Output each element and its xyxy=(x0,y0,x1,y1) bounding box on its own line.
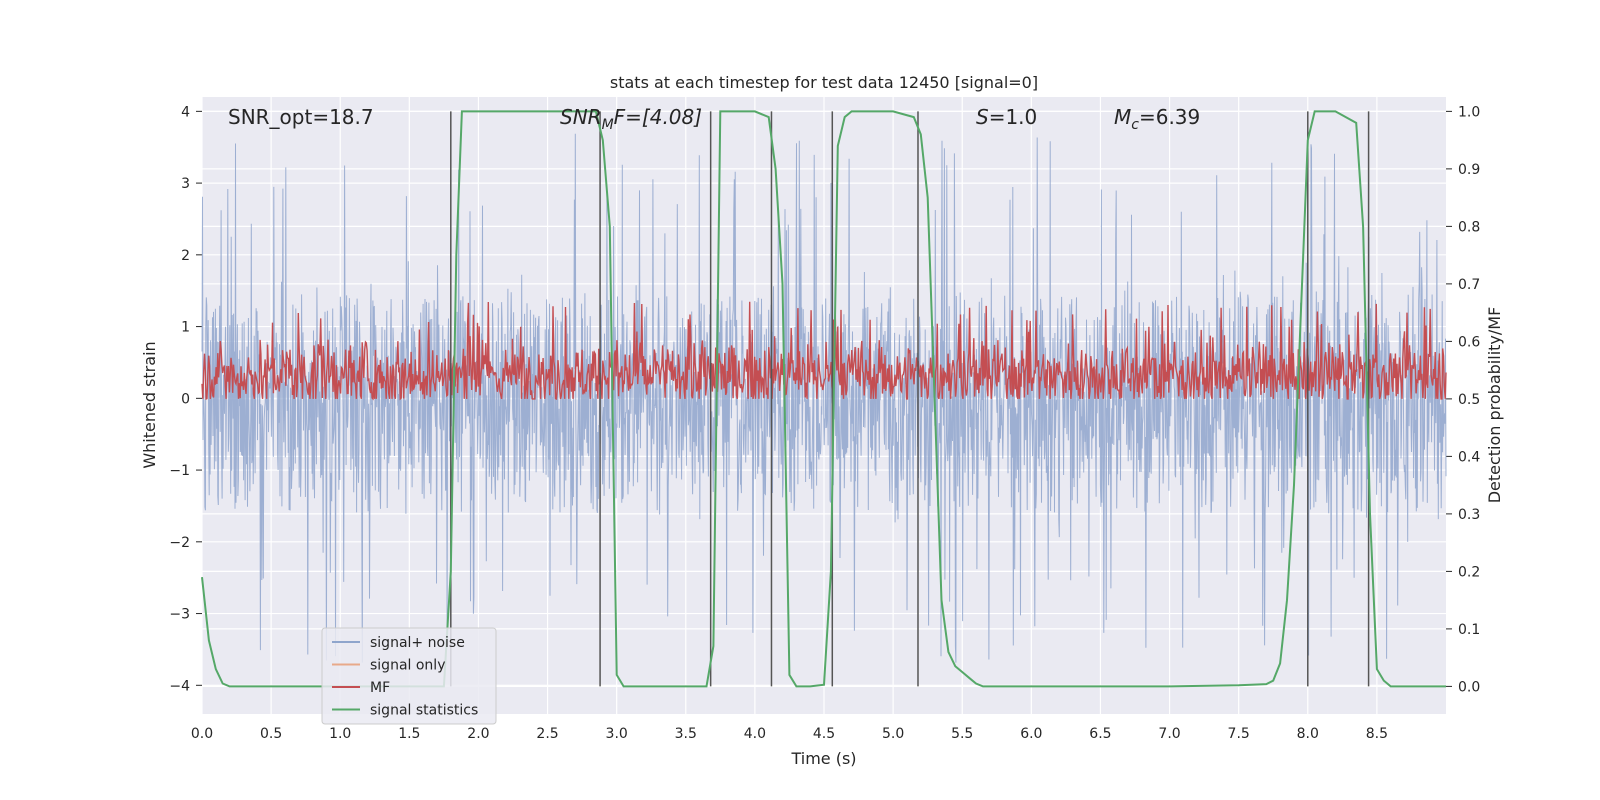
x-tick-label: 3.0 xyxy=(606,726,628,742)
x-tick-label: 0.0 xyxy=(191,726,213,742)
s-italic: S xyxy=(976,105,989,129)
y2-tick-label: 0.3 xyxy=(1458,507,1480,523)
y2-tick-label: 0.6 xyxy=(1458,334,1480,350)
legend-label: signal only xyxy=(370,658,445,674)
mc-rest: =6.39 xyxy=(1139,105,1200,129)
legend-label: signal statistics xyxy=(370,703,478,719)
x-axis-label: Time (s) xyxy=(790,749,856,768)
y-tick-label: −2 xyxy=(169,535,190,551)
x-tick-label: 3.5 xyxy=(675,726,697,742)
y-axis-label: Whitened strain xyxy=(140,341,159,468)
x-tick-label: 7.0 xyxy=(1158,726,1180,742)
y-tick-labels: −4 −3 −2 −1 0 1 2 3 4 xyxy=(169,104,190,694)
y-tick-label: −4 xyxy=(169,678,190,694)
y-tick-label: 3 xyxy=(181,176,190,192)
y-tick-label: −3 xyxy=(169,607,190,623)
y2-tick-label: 0.5 xyxy=(1458,392,1480,408)
x-tick-label: 6.5 xyxy=(1089,726,1111,742)
s-rest: =1.0 xyxy=(989,105,1038,129)
y2-tick-label: 0.0 xyxy=(1458,679,1480,695)
legend-box xyxy=(321,627,497,725)
annotation-snr-opt: SNR_opt=18.7 xyxy=(228,105,374,129)
y2-tick-label: 0.9 xyxy=(1458,162,1480,178)
mf-line xyxy=(201,301,1447,401)
chart-title: stats at each timestep for test data 124… xyxy=(610,73,1038,92)
y2-tick-labels: 0.0 0.1 0.2 0.3 0.4 0.5 0.6 0.7 0.8 0.9 1.0 xyxy=(1458,104,1480,695)
y2-tick-label: 0.8 xyxy=(1458,219,1480,235)
mc-sub: c xyxy=(1131,117,1139,133)
signal-statistics-series xyxy=(201,110,1446,688)
x-tick-label: 8.0 xyxy=(1297,726,1319,742)
x-tick-labels: 0.0 0.5 1.0 1.5 2.0 2.5 3.0 3.5 4.0 4.5 5.0 5.5 6.0 6… xyxy=(191,726,1388,742)
y-tick-label: 4 xyxy=(181,104,190,120)
x-tick-label: 4.0 xyxy=(744,726,766,742)
y2-tick-label: 0.7 xyxy=(1458,277,1480,293)
snr-mf-sub: M xyxy=(602,117,614,133)
x-tick-label: 0.5 xyxy=(260,726,282,742)
y2-axis-label: Detection probability/MF xyxy=(1485,307,1504,504)
signal-noise-series xyxy=(201,133,1447,663)
snr-mf-rest: F=[4.08] xyxy=(614,105,702,129)
x-tick-label: 1.0 xyxy=(329,726,351,742)
vertical-markers xyxy=(450,111,1370,687)
annotation-snr-mf: SNRMF=[4.08] xyxy=(560,105,702,133)
y2-tick-label: 0.2 xyxy=(1458,564,1480,580)
legend-label: MF xyxy=(370,680,390,696)
signal-noise-line xyxy=(201,133,1447,663)
x-tick-label: 4.5 xyxy=(813,726,835,742)
x-tick-label: 7.5 xyxy=(1228,726,1250,742)
signal-statistics-line xyxy=(201,110,1446,688)
y2-tick-label: 0.1 xyxy=(1458,622,1480,638)
x-tick-label: 2.5 xyxy=(536,726,558,742)
annotation-s: S=1.0 xyxy=(976,105,1037,129)
x-tick-label: 5.5 xyxy=(951,726,973,742)
mf-series xyxy=(201,301,1447,401)
y-tick-label: 0 xyxy=(181,391,190,407)
x-tick-label: 5.0 xyxy=(882,726,904,742)
legend: signal+ noise signal only MF signal statist… xyxy=(321,627,497,725)
y-tick-label: 1 xyxy=(181,320,190,336)
y-tick-label: −1 xyxy=(169,463,190,479)
x-tick-label: 2.0 xyxy=(467,726,489,742)
annotation-mc: Mc=6.39 xyxy=(1114,105,1200,133)
x-tick-label: 1.5 xyxy=(398,726,420,742)
x-tick-label: 8.5 xyxy=(1366,726,1388,742)
y2-tick-label: 1.0 xyxy=(1458,104,1480,120)
mc-base: M xyxy=(1114,105,1131,129)
snr-mf-base: SNR xyxy=(560,105,602,129)
y-tick-label: 2 xyxy=(181,248,190,264)
y2-tick-label: 0.4 xyxy=(1458,449,1480,465)
legend-label: signal+ noise xyxy=(370,635,465,651)
x-tick-label: 6.0 xyxy=(1020,726,1042,742)
